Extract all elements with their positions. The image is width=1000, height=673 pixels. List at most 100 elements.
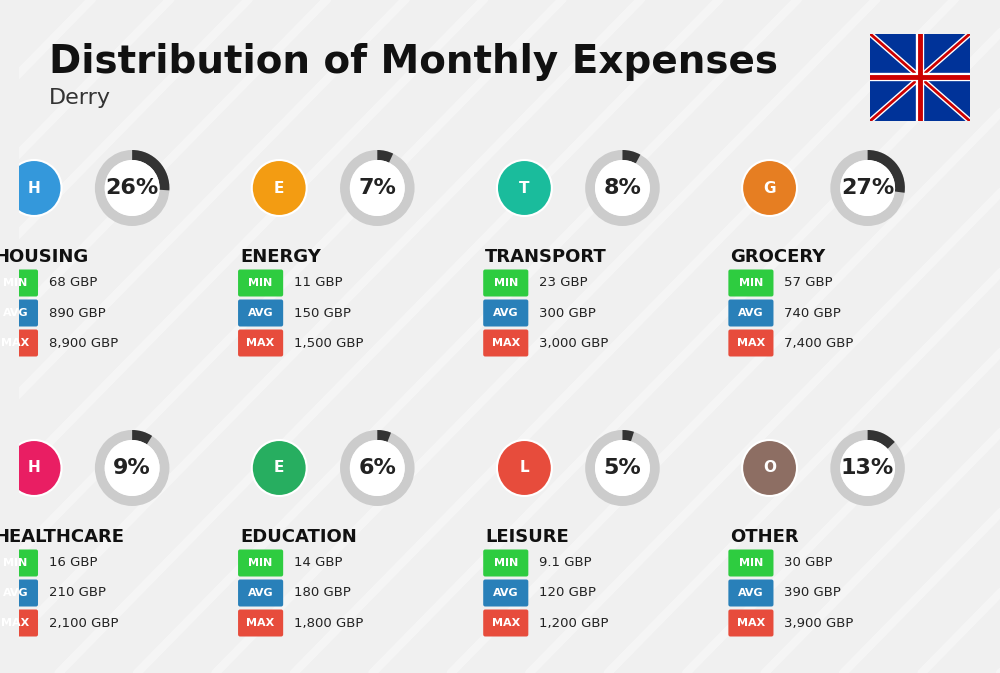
FancyBboxPatch shape [0, 299, 38, 326]
Text: 13%: 13% [841, 458, 894, 478]
Text: E: E [274, 460, 284, 476]
Text: MAX: MAX [246, 338, 275, 348]
Text: MAX: MAX [1, 618, 30, 628]
Text: HOUSING: HOUSING [0, 248, 89, 266]
FancyBboxPatch shape [0, 269, 38, 297]
Text: MAX: MAX [492, 618, 520, 628]
Circle shape [595, 440, 650, 496]
Circle shape [840, 160, 895, 216]
FancyBboxPatch shape [483, 579, 528, 606]
Text: 11 GBP: 11 GBP [294, 277, 343, 289]
Text: LEISURE: LEISURE [485, 528, 569, 546]
Text: GROCERY: GROCERY [730, 248, 826, 266]
Circle shape [742, 160, 797, 216]
Text: 27%: 27% [841, 178, 894, 198]
FancyBboxPatch shape [728, 549, 773, 577]
FancyBboxPatch shape [728, 579, 773, 606]
Text: EDUCATION: EDUCATION [240, 528, 357, 546]
FancyBboxPatch shape [483, 549, 528, 577]
Text: O: O [763, 460, 776, 476]
FancyBboxPatch shape [483, 330, 528, 357]
Text: 9%: 9% [113, 458, 151, 478]
Text: 740 GBP: 740 GBP [784, 306, 841, 320]
FancyBboxPatch shape [728, 610, 773, 637]
Text: AVG: AVG [3, 588, 28, 598]
Wedge shape [340, 150, 415, 226]
Text: 1,800 GBP: 1,800 GBP [294, 616, 363, 629]
Wedge shape [868, 150, 905, 192]
Wedge shape [585, 430, 660, 506]
Text: 16 GBP: 16 GBP [49, 557, 97, 569]
Text: 1,200 GBP: 1,200 GBP [539, 616, 609, 629]
Wedge shape [132, 430, 152, 444]
Circle shape [252, 160, 307, 216]
Circle shape [105, 440, 160, 496]
Text: AVG: AVG [248, 308, 273, 318]
Circle shape [7, 440, 62, 496]
Text: 30 GBP: 30 GBP [784, 557, 833, 569]
Wedge shape [95, 150, 169, 226]
Text: HEALTHCARE: HEALTHCARE [0, 528, 125, 546]
Circle shape [742, 440, 797, 496]
Text: AVG: AVG [493, 588, 519, 598]
FancyBboxPatch shape [0, 579, 38, 606]
Circle shape [497, 160, 552, 216]
Circle shape [595, 160, 650, 216]
Text: MIN: MIN [248, 558, 273, 568]
FancyBboxPatch shape [0, 330, 38, 357]
FancyBboxPatch shape [483, 269, 528, 297]
Text: 9.1 GBP: 9.1 GBP [539, 557, 592, 569]
FancyBboxPatch shape [238, 299, 283, 326]
Text: 150 GBP: 150 GBP [294, 306, 351, 320]
Text: 8%: 8% [604, 178, 641, 198]
Wedge shape [622, 430, 634, 441]
FancyBboxPatch shape [483, 299, 528, 326]
Text: L: L [520, 460, 529, 476]
Text: T: T [519, 180, 530, 195]
Text: G: G [763, 180, 776, 195]
Text: 180 GBP: 180 GBP [294, 586, 351, 600]
FancyBboxPatch shape [0, 549, 38, 577]
Text: 3,900 GBP: 3,900 GBP [784, 616, 854, 629]
Text: ENERGY: ENERGY [240, 248, 321, 266]
FancyBboxPatch shape [238, 330, 283, 357]
Text: MIN: MIN [3, 558, 28, 568]
Circle shape [7, 160, 62, 216]
FancyBboxPatch shape [238, 549, 283, 577]
Text: MIN: MIN [494, 278, 518, 288]
FancyBboxPatch shape [238, 269, 283, 297]
Text: 890 GBP: 890 GBP [49, 306, 106, 320]
Text: 6%: 6% [358, 458, 396, 478]
Circle shape [497, 440, 552, 496]
FancyBboxPatch shape [483, 610, 528, 637]
Wedge shape [622, 150, 640, 164]
Text: 26%: 26% [106, 178, 159, 198]
Circle shape [350, 160, 405, 216]
Text: MAX: MAX [492, 338, 520, 348]
Text: Distribution of Monthly Expenses: Distribution of Monthly Expenses [49, 43, 778, 81]
FancyBboxPatch shape [868, 32, 972, 123]
Text: 2,100 GBP: 2,100 GBP [49, 616, 118, 629]
Text: 7,400 GBP: 7,400 GBP [784, 336, 854, 349]
Text: 3,000 GBP: 3,000 GBP [539, 336, 608, 349]
Text: 8,900 GBP: 8,900 GBP [49, 336, 118, 349]
FancyBboxPatch shape [728, 269, 773, 297]
Text: MIN: MIN [248, 278, 273, 288]
Text: MAX: MAX [246, 618, 275, 628]
Wedge shape [830, 150, 905, 226]
Text: 7%: 7% [358, 178, 396, 198]
Text: 1,500 GBP: 1,500 GBP [294, 336, 363, 349]
Text: TRANSPORT: TRANSPORT [485, 248, 607, 266]
Text: AVG: AVG [3, 308, 28, 318]
Text: AVG: AVG [738, 588, 764, 598]
FancyBboxPatch shape [0, 610, 38, 637]
Circle shape [105, 160, 160, 216]
Text: 210 GBP: 210 GBP [49, 586, 106, 600]
Wedge shape [377, 150, 393, 163]
Wedge shape [585, 150, 660, 226]
Text: H: H [28, 460, 40, 476]
Text: 120 GBP: 120 GBP [539, 586, 596, 600]
Circle shape [840, 440, 895, 496]
Text: 300 GBP: 300 GBP [539, 306, 596, 320]
Text: 5%: 5% [604, 458, 641, 478]
